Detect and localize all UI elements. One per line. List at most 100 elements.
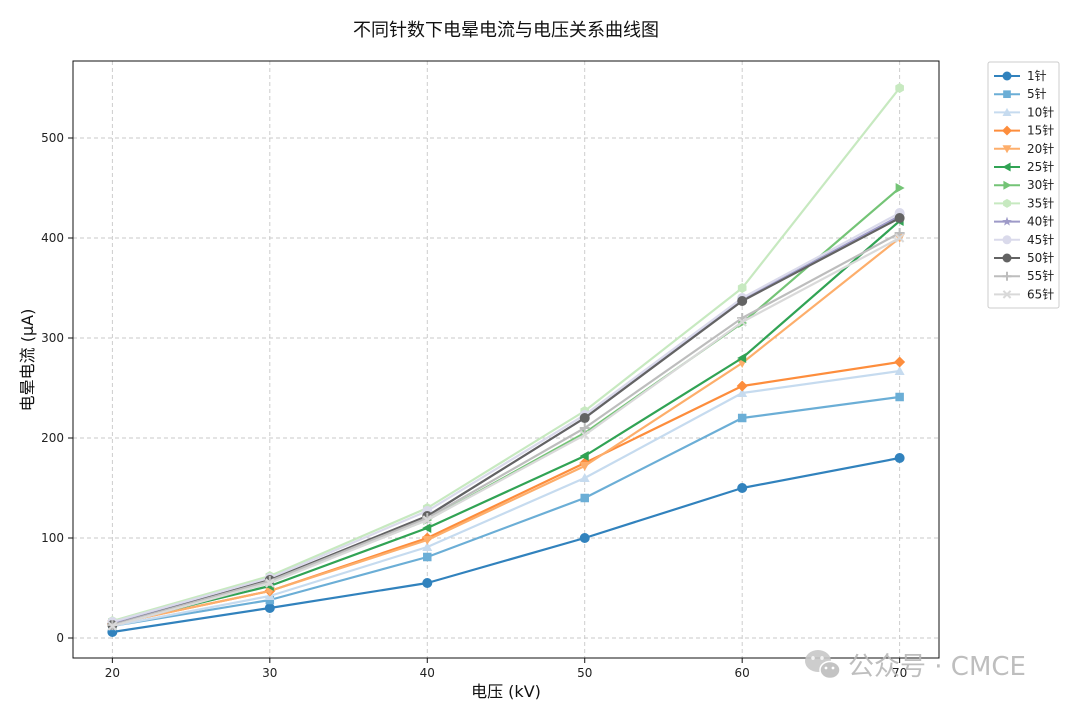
data-point — [736, 380, 748, 392]
legend-item: 50针 — [994, 250, 1054, 265]
legend-label: 40针 — [1027, 214, 1054, 229]
x-tick-label: 20 — [105, 666, 120, 680]
legend-swatch-marker — [1002, 145, 1012, 154]
legend-box — [987, 61, 1060, 309]
series-line — [112, 217, 901, 627]
plot-frame — [72, 60, 940, 659]
data-point — [894, 366, 905, 375]
data-point — [895, 392, 904, 402]
data-point — [422, 542, 433, 551]
x-tick-label: 50 — [577, 666, 592, 680]
data-point — [579, 413, 590, 423]
data-point — [895, 83, 904, 93]
series-line — [112, 187, 901, 625]
series-line — [112, 87, 901, 623]
legend-swatch-marker — [1002, 107, 1012, 116]
data-point — [107, 621, 118, 631]
data-point — [264, 603, 275, 613]
data-point — [737, 296, 748, 306]
data-point — [737, 317, 747, 327]
x-axis-title: 电压 (kV) — [471, 682, 541, 701]
data-point — [737, 483, 748, 493]
data-point — [737, 388, 748, 397]
series-8 — [107, 210, 905, 629]
series-7 — [108, 83, 904, 626]
data-point — [422, 578, 433, 588]
series-line — [112, 237, 901, 626]
y-tick-label: 100 — [41, 531, 64, 545]
data-point — [737, 353, 747, 363]
legend-item: 5针 — [994, 86, 1047, 101]
legend-item: 65针 — [994, 286, 1054, 301]
legend-item: 10针 — [994, 104, 1054, 119]
legend-label: 55针 — [1027, 268, 1054, 283]
legend-item: 45针 — [994, 232, 1054, 247]
series-line — [112, 395, 900, 628]
legend-label: 65针 — [1027, 286, 1054, 301]
watermark: 公众号 · CMCE — [805, 650, 1026, 682]
series-line — [112, 369, 900, 628]
series-12 — [107, 233, 905, 631]
legend-swatch-marker — [1002, 271, 1012, 281]
y-axis-title: 电晕电流 (μA) — [18, 309, 37, 412]
watermark-text: 公众号 · CMCE — [848, 652, 1026, 682]
series-line — [112, 212, 901, 624]
legend-swatch-marker — [1003, 180, 1012, 190]
legend-item: 30针 — [994, 177, 1054, 192]
data-point — [894, 233, 905, 243]
legend-label: 10针 — [1027, 104, 1054, 119]
series-0 — [107, 453, 905, 637]
data-point — [423, 552, 432, 562]
legend: 1针 5针 10针 15针 20针 25针 30针 35针 40针 45针 50针 55针 65针 — [987, 61, 1060, 309]
legend-swatch-marker — [1002, 290, 1012, 299]
legend-label: 25针 — [1027, 159, 1054, 174]
data-point — [580, 493, 589, 503]
series-line — [112, 456, 900, 634]
series-9 — [107, 208, 905, 627]
data-point — [737, 413, 747, 423]
series-layer — [106, 83, 906, 637]
y-tick-label: 300 — [41, 331, 64, 345]
data-point — [579, 533, 590, 543]
data-point — [895, 183, 905, 193]
axes: 20 30 40 50 60 70 0 100 200 300 400 500 — [41, 131, 907, 680]
legend-swatch-marker — [1003, 90, 1011, 99]
legend-label: 35针 — [1027, 195, 1054, 210]
grid — [73, 61, 939, 658]
x-tick-label: 30 — [262, 666, 277, 680]
legend-label: 20针 — [1027, 141, 1054, 156]
y-tick-label: 0 — [56, 631, 64, 645]
legend-label: 1针 — [1027, 68, 1047, 83]
data-point — [894, 453, 905, 463]
legend-label: 15针 — [1027, 123, 1054, 138]
data-point — [580, 430, 590, 440]
data-point — [894, 228, 905, 238]
data-point — [579, 462, 590, 471]
chart-title: 不同针数下电晕电流与电压关系曲线图 — [353, 20, 659, 41]
data-point — [422, 515, 432, 525]
legend-item: 55针 — [994, 268, 1054, 283]
data-point — [265, 578, 275, 588]
y-tick-label: 500 — [41, 131, 64, 145]
x-tick-label: 70 — [892, 666, 907, 680]
legend-items: 1针 5针 10针 15针 20针 25针 30针 35针 40针 45针 50针 55针 65针 — [994, 68, 1054, 301]
x-tick-label: 40 — [420, 666, 435, 680]
series-line — [112, 220, 901, 626]
data-point — [579, 423, 590, 433]
data-point — [894, 356, 906, 368]
legend-item: 15针 — [994, 123, 1054, 138]
legend-swatch-marker — [1002, 71, 1012, 81]
data-point — [579, 473, 590, 482]
data-point — [737, 283, 747, 293]
legend-item: 40针 — [994, 214, 1054, 229]
legend-swatch-marker — [1003, 198, 1011, 208]
series-line — [112, 232, 901, 627]
legend-item: 20针 — [994, 141, 1054, 156]
legend-label: 45针 — [1027, 232, 1054, 247]
legend-label: 5针 — [1027, 86, 1047, 101]
series-line — [112, 237, 901, 628]
legend-label: 50针 — [1027, 250, 1054, 265]
legend-item: 35针 — [994, 195, 1054, 210]
data-point — [422, 523, 432, 533]
